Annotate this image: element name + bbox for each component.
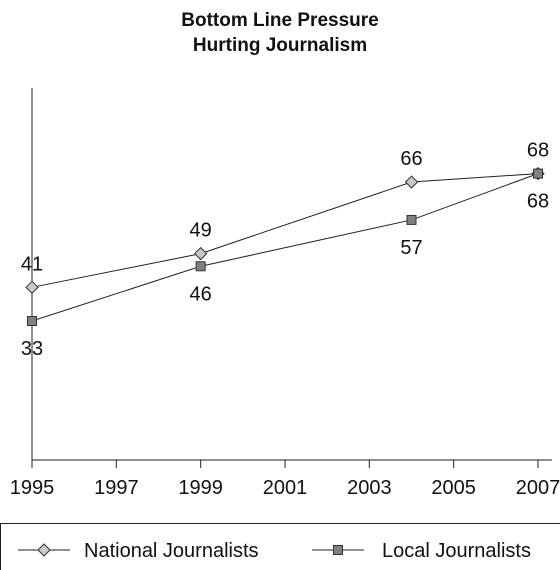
x-tick-label: 1995 (10, 477, 55, 499)
series-line (31, 173, 539, 288)
legend-label: Local Journalists (382, 540, 531, 562)
legend-label: National Journalists (84, 540, 259, 562)
data-label: 49 (190, 220, 212, 242)
data-label: 46 (190, 283, 212, 305)
square-marker (27, 316, 37, 327)
data-label: 68 (527, 140, 549, 162)
diamond-marker (25, 280, 39, 295)
legend-item: National Journalists (18, 540, 259, 562)
chart-axes (31, 88, 552, 461)
data-label: 33 (21, 338, 43, 360)
legend-item: Local Journalists (312, 540, 531, 562)
chart-series: 41 49 66 68 33 46 57 68 (21, 140, 549, 360)
x-axis-ticks: 1995 1997 1999 2001 2003 2005 2007 (10, 460, 560, 499)
data-label: 57 (400, 237, 422, 259)
chart-legend: National Journalists Local Journalists (0, 523, 560, 570)
square-marker (333, 545, 343, 555)
data-label: 68 (527, 191, 549, 213)
x-tick-label: 2003 (347, 477, 392, 499)
series-local-journalists: 33 46 57 68 (21, 168, 549, 360)
chart-title: Bottom Line Pressure Hurting Journalism (181, 10, 379, 56)
x-tick-label: 1997 (94, 477, 139, 499)
square-marker (406, 214, 417, 225)
data-label: 66 (400, 148, 422, 170)
x-tick-label: 2007 (516, 477, 560, 499)
square-marker (195, 261, 206, 272)
legend-box (0, 523, 560, 570)
x-tick-label: 2001 (263, 477, 308, 499)
x-tick-label: 2005 (431, 477, 476, 499)
square-marker (533, 168, 543, 179)
diamond-marker (193, 246, 208, 261)
x-tick-label: 1999 (178, 477, 223, 499)
series-line (31, 173, 539, 322)
data-label: 41 (21, 253, 43, 275)
series-national-journalists: 41 49 66 68 (21, 140, 549, 295)
diamond-marker (37, 543, 51, 557)
diamond-marker (404, 175, 419, 189)
